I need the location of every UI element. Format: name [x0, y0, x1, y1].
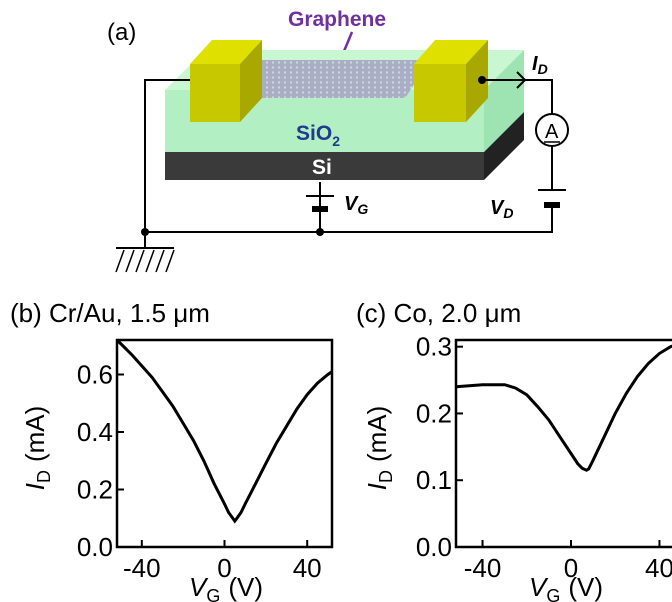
vg-label: VG [344, 193, 368, 217]
graphene-lattice [232, 60, 430, 98]
sio2-layer-right [484, 50, 524, 152]
y-tick-label: 0.0 [77, 532, 113, 562]
current-arrow [516, 71, 527, 89]
x-tick-label: 40 [293, 553, 322, 583]
right-electrode-front [414, 64, 466, 122]
ammeter-icon [535, 113, 569, 147]
device-schematic: (a) Graphene SiO2 Si [107, 8, 569, 273]
si-label: Si [312, 156, 332, 179]
right-electrode-side [466, 40, 488, 122]
y-tick-label: 0.0 [416, 532, 452, 562]
chart-c-xlabel: VG (V) [529, 572, 603, 602]
x-tick-label: -40 [464, 553, 502, 583]
sio2-label: SiO2 [296, 122, 340, 149]
chart-b: (b) Cr/Au, 1.5 μm -40 0 40 0.0 0.2 0.4 0.6 ID(… [10, 298, 334, 602]
chart-b-frame [115, 338, 334, 549]
ground-node [141, 228, 149, 236]
chart-c: (c) Co, 2.0 μm -40 0 40 0.0 0.1 0.2 0.3 ID(mA)… [356, 298, 672, 602]
x-tick-label: 0 [217, 553, 231, 583]
si-layer-front [165, 152, 484, 180]
gate-node [316, 228, 324, 236]
chart-c-ylabel: ID(mA) [362, 406, 396, 491]
chart-c-ticks: -40 0 40 0.0 0.1 0.2 0.3 [416, 332, 672, 583]
y-tick-label: 0.2 [416, 398, 452, 428]
y-tick-label: 0.1 [416, 465, 452, 495]
panel-a-label: (a) [107, 19, 136, 46]
si-layer-right [484, 112, 524, 180]
drain-node [478, 76, 486, 84]
y-tick-label: 0.2 [77, 475, 113, 505]
ammeter-label: A [545, 121, 559, 143]
vd-label: VD [490, 197, 513, 221]
chart-b-series-line [115, 338, 333, 524]
left-electrode-side [240, 40, 262, 122]
y-tick-label: 0.3 [416, 332, 452, 362]
y-tick-label: 0.6 [77, 360, 113, 390]
vg-battery-plate-short [312, 206, 328, 212]
chart-b-ticks: -40 0 40 0.0 0.2 0.4 0.6 [77, 360, 322, 584]
vd-battery-plate-short [544, 202, 560, 208]
x-tick-label: -40 [123, 553, 161, 583]
id-label: ID [532, 53, 548, 77]
left-electrode-front [190, 64, 240, 122]
x-tick-label: 40 [645, 553, 672, 583]
chart-b-title: (b) Cr/Au, 1.5 μm [10, 298, 210, 328]
chart-b-ylabel: ID(mA) [20, 406, 54, 491]
graphene-label: Graphene [288, 8, 386, 31]
chart-b-xlabel: VG (V) [189, 572, 263, 602]
right-electrode-top [414, 40, 488, 64]
left-electrode-top [190, 40, 262, 64]
y-tick-label: 0.4 [77, 417, 113, 447]
chart-c-series-line [455, 344, 672, 472]
chart-c-title: (c) Co, 2.0 μm [356, 298, 521, 328]
ground-hatch [115, 249, 175, 273]
x-tick-label: 0 [564, 553, 578, 583]
